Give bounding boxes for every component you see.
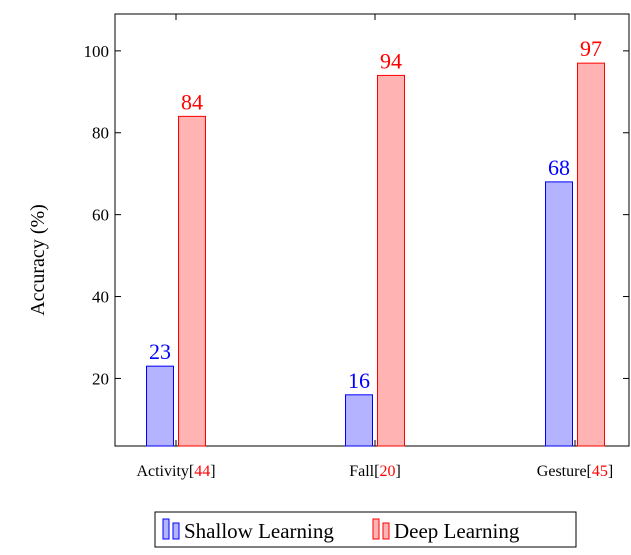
y-tick-label: 40 (92, 288, 109, 307)
bar (577, 62, 605, 447)
bar (377, 74, 405, 447)
x-tick-label: Activity[44] (136, 463, 215, 480)
legend-box (154, 511, 577, 548)
bar-value-label: 84 (181, 89, 203, 114)
y-tick-label: 60 (92, 206, 109, 225)
bar-value-label: 23 (149, 339, 171, 364)
legend-label: Shallow Learning (184, 519, 334, 543)
bar-value-label: 97 (580, 36, 602, 61)
bar-value-label: 16 (348, 368, 370, 393)
bar (146, 365, 174, 447)
bar (345, 394, 373, 447)
legend-swatch (382, 522, 390, 540)
x-tick-label: Gesture[45] (537, 463, 613, 480)
y-tick-label: 100 (84, 42, 110, 61)
bar (178, 115, 206, 447)
legend-swatch (162, 518, 170, 540)
legend-label: Deep Learning (394, 519, 520, 543)
y-axis-label: Accuracy (%) (27, 204, 49, 316)
y-tick-label: 20 (92, 369, 109, 388)
legend-swatch (172, 522, 180, 540)
plot-area: 20 40 60 80 100 Activity[44] Fall[20] Gesture[4… (84, 13, 630, 480)
legend-swatch (372, 518, 380, 540)
bar (545, 181, 573, 447)
x-tick-label: Fall[20] (349, 463, 401, 480)
bar-value-label: 68 (548, 155, 570, 180)
bar-value-label: 94 (380, 48, 402, 73)
y-tick-label: 80 (92, 124, 109, 143)
legend: Shallow Learning Deep Learning (154, 511, 577, 548)
